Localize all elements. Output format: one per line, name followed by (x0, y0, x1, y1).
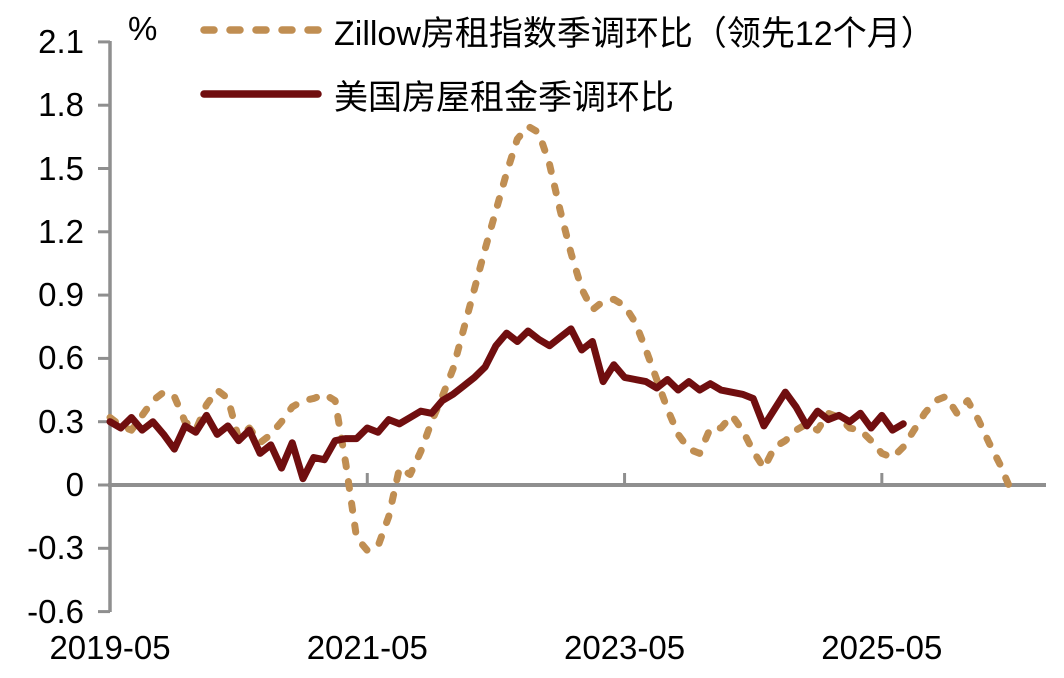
y-tick-label: 1.8 (38, 86, 84, 124)
zillow-dashed-line-swatch (200, 26, 322, 34)
legend-label-zillow: Zillow房租指数季调环比（领先12个月） (334, 14, 935, 53)
legend-item-us-rent: 美国房屋租金季调环比 (198, 75, 674, 117)
y-tick-label: 1.2 (38, 212, 84, 250)
us-rent-series-line (106, 325, 907, 483)
y-tick-label: 0.3 (38, 402, 84, 440)
x-tick-label: 2019-05 (49, 629, 171, 666)
legend-label-us-rent: 美国房屋租金季调环比 (334, 78, 674, 117)
y-tick-label: 0.6 (38, 339, 84, 377)
y-tick-label: 0 (65, 466, 84, 503)
x-tick-label: 2021-05 (306, 629, 428, 666)
y-tick-label: -0.3 (27, 529, 84, 567)
y-tick-label: 1.5 (38, 149, 84, 187)
x-tick-label: 2025-05 (821, 629, 943, 666)
y-tick-label: 2.1 (38, 22, 84, 60)
y-tick-label: 0.9 (38, 276, 84, 314)
us-rent-solid-line-swatch (200, 90, 322, 98)
y-axis-unit-label: % (128, 10, 158, 47)
y-tick-label: -0.6 (27, 592, 84, 630)
zillow-series-line (106, 122, 1014, 554)
x-tick-label: 2023-05 (563, 629, 686, 666)
legend-item-zillow: Zillow房租指数季调环比（领先12个月） (198, 11, 935, 53)
